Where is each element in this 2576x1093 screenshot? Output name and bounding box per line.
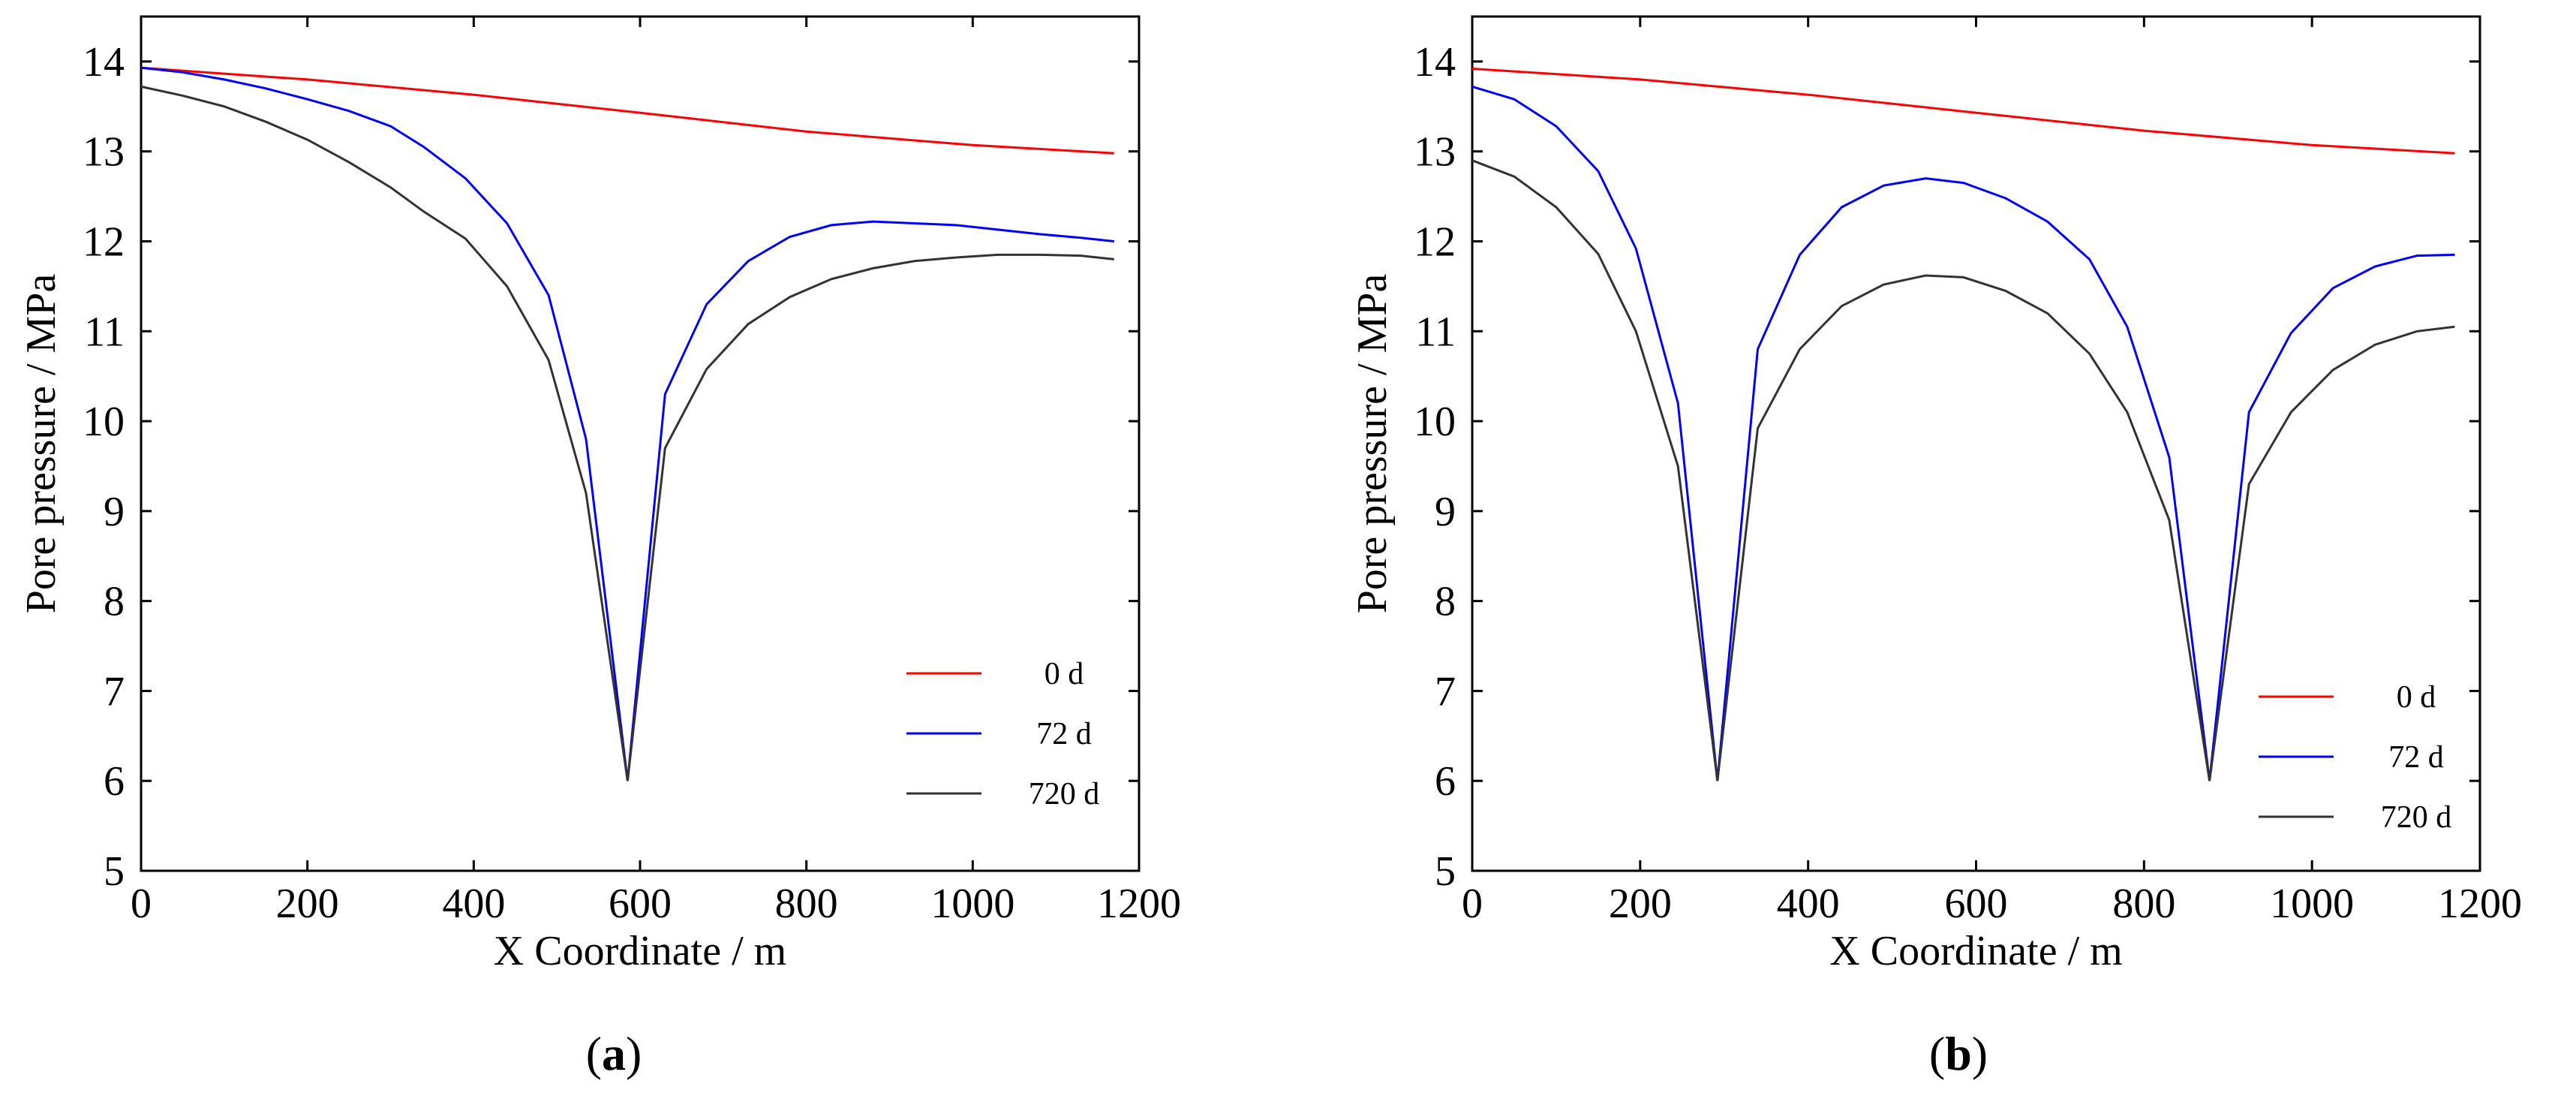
panel-caption-part: b xyxy=(1945,1027,1972,1080)
y-tick-label: 9 xyxy=(1435,489,1456,535)
x-tick-label: 600 xyxy=(609,881,672,927)
panel-caption-part: ( xyxy=(586,1027,602,1080)
y-tick-label: 11 xyxy=(1415,309,1456,355)
y-tick-label: 5 xyxy=(1435,848,1456,895)
y-axis-title: Pore pressure / MPa xyxy=(1349,274,1396,614)
x-tick-label: 1000 xyxy=(930,881,1014,927)
legend-label: 72 d xyxy=(1036,717,1092,751)
y-tick-label: 7 xyxy=(1435,668,1456,715)
y-axis-title: Pore pressure / MPa xyxy=(18,274,65,614)
y-tick-label: 6 xyxy=(1435,758,1456,805)
panel-caption-part: a xyxy=(602,1027,626,1080)
x-tick-label: 1000 xyxy=(2270,881,2354,927)
legend-label: 0 d xyxy=(2397,680,2436,715)
plot-frame xyxy=(140,15,1141,872)
x-tick-label: 0 xyxy=(1462,881,1483,927)
x-tick-label: 600 xyxy=(1945,881,2008,927)
x-tick-label: 800 xyxy=(2112,881,2175,927)
legend-label: 720 d xyxy=(1029,777,1100,811)
y-tick-label: 12 xyxy=(83,218,125,265)
x-tick-label: 1200 xyxy=(2438,881,2522,927)
y-tick-label: 8 xyxy=(1435,579,1456,625)
x-axis-title: X Coordinate / m xyxy=(494,928,786,974)
panel-caption-part: ( xyxy=(1929,1027,1945,1080)
x-tick-label: 400 xyxy=(1777,881,1840,927)
panel-caption: (a) xyxy=(586,1027,642,1080)
x-tick-label: 800 xyxy=(775,881,838,927)
x-tick-label: 200 xyxy=(276,881,339,927)
x-tick-label: 400 xyxy=(442,881,505,927)
series-line-720-d xyxy=(1471,159,2455,781)
y-tick-label: 10 xyxy=(83,399,125,445)
chart-panel-a: 0 200 400 600 800 1000 1200 5 6 7 8 9 10 11 12 13 14 X Co… xyxy=(18,15,1181,1080)
plot-frame xyxy=(1471,15,2481,872)
y-tick-label: 13 xyxy=(1414,129,1456,176)
y-tick-label: 12 xyxy=(1414,218,1456,265)
y-tick-label: 13 xyxy=(83,129,125,176)
y-tick-label: 5 xyxy=(104,848,125,895)
legend-label: 720 d xyxy=(2381,800,2452,835)
y-tick-label: 14 xyxy=(83,39,125,86)
y-tick-label: 7 xyxy=(104,668,125,715)
y-tick-label: 14 xyxy=(1414,39,1456,86)
x-axis-title: X Coordinate / m xyxy=(1829,928,2122,974)
series-line-0-d xyxy=(140,66,1114,155)
x-tick-label: 200 xyxy=(1609,881,1672,927)
legend-label: 0 d xyxy=(1045,657,1084,691)
series-line-0-d xyxy=(1471,68,2455,155)
y-tick-label: 6 xyxy=(104,758,125,805)
panel-caption: (b) xyxy=(1929,1027,1988,1080)
series-line-72-d xyxy=(1471,85,2455,781)
legend-label: 72 d xyxy=(2388,740,2444,775)
y-tick-label: 8 xyxy=(104,579,125,625)
series-line-720-d xyxy=(140,85,1114,781)
y-tick-label: 10 xyxy=(1414,399,1456,445)
panel-caption-part: ) xyxy=(626,1027,642,1080)
y-tick-label: 9 xyxy=(104,489,125,535)
chart-panel-b: 0 200 400 600 800 1000 1200 5 6 7 8 9 10 11 12 13 14 X Co… xyxy=(1349,15,2522,1080)
y-tick-label: 11 xyxy=(84,309,125,355)
x-tick-label: 1200 xyxy=(1097,881,1181,927)
x-tick-label: 0 xyxy=(131,881,152,927)
panel-caption-part: ) xyxy=(1972,1027,1988,1080)
